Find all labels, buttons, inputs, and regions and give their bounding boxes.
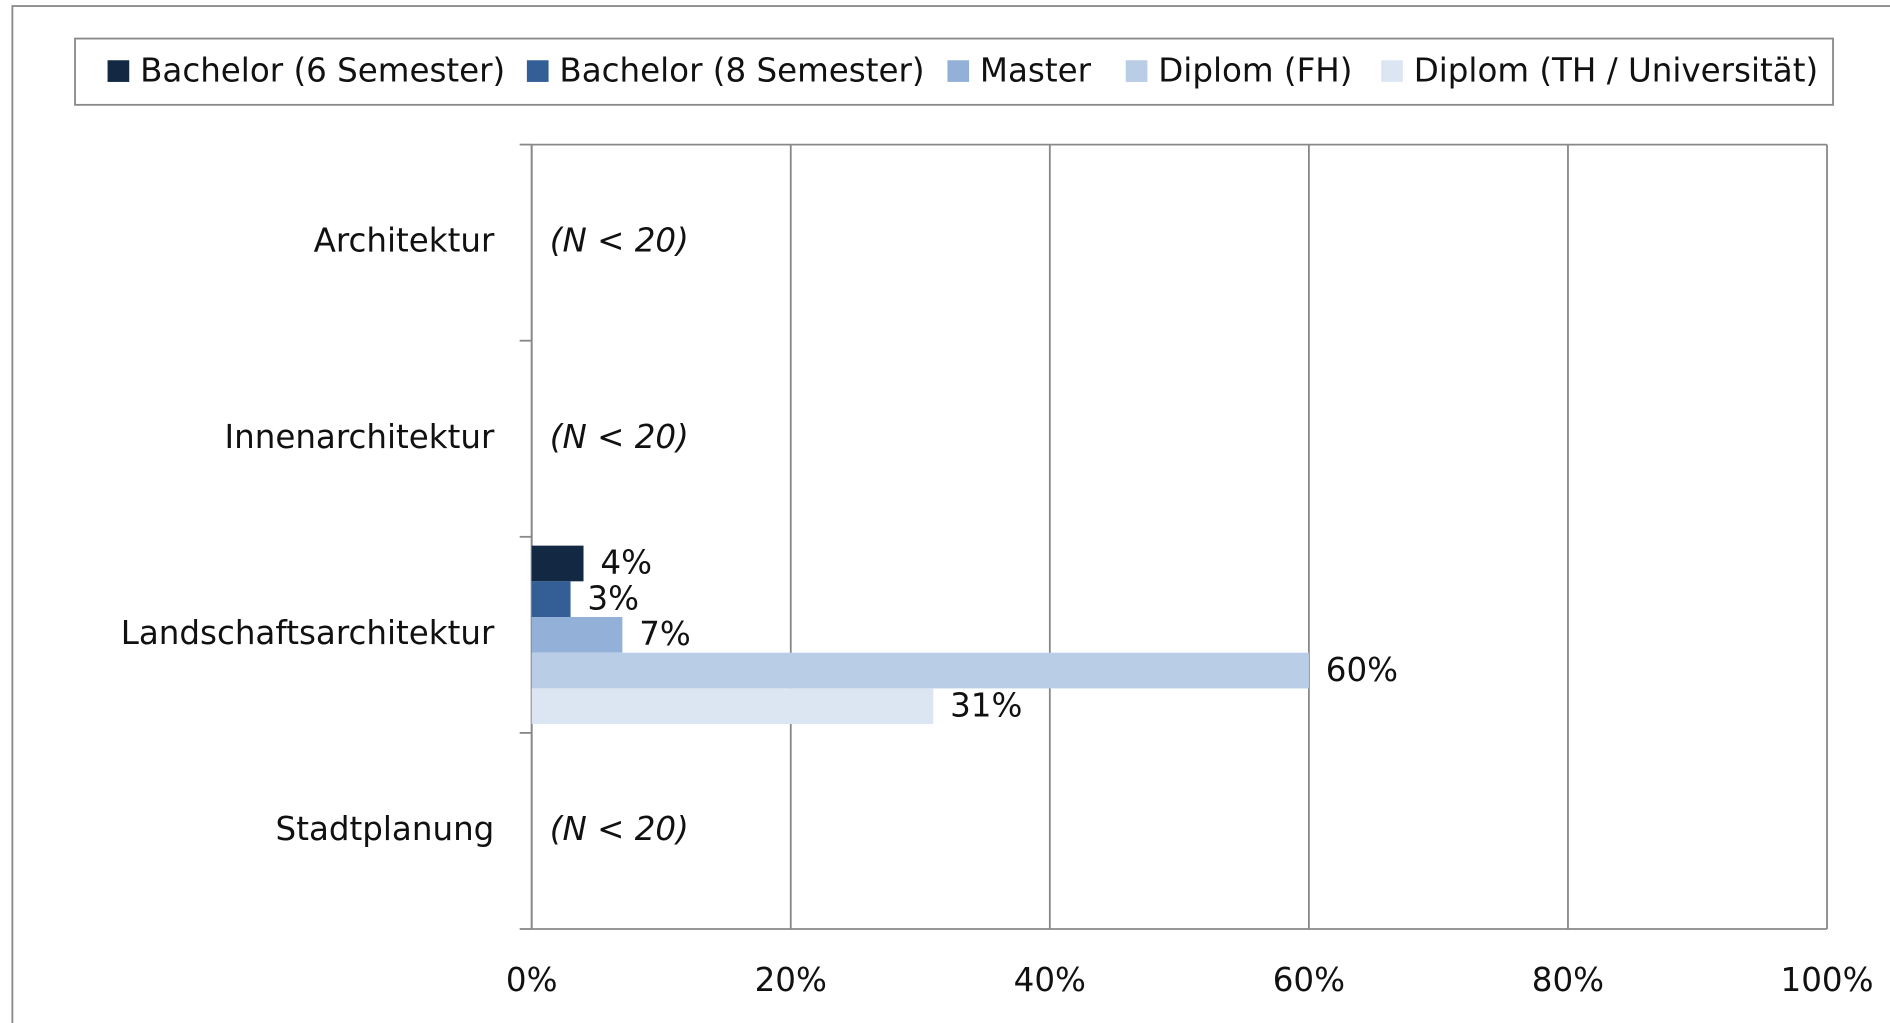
legend-swatch — [526, 60, 549, 82]
bar — [531, 581, 571, 618]
x-tick-label: 100% — [1781, 961, 1874, 999]
chart-border — [11, 5, 1890, 1023]
y-tick-label: Innenarchitektur — [225, 418, 495, 456]
data-label: 7% — [639, 615, 691, 653]
y-tick-label: Architektur — [314, 222, 495, 260]
bar — [531, 545, 584, 582]
legend-label: Bachelor (8 Semester) — [559, 51, 924, 89]
legend-swatch — [1125, 60, 1148, 82]
data-label: 4% — [600, 544, 652, 582]
x-tick-label: 40% — [1014, 961, 1086, 999]
x-tick-label: 80% — [1532, 961, 1604, 999]
legend-label: Bachelor (6 Semester) — [140, 51, 505, 89]
data-label: 31% — [950, 686, 1022, 724]
bar — [531, 688, 934, 725]
legend-label: Master — [980, 51, 1092, 89]
legend-swatch — [107, 60, 130, 82]
x-tick-label: 60% — [1273, 961, 1345, 999]
y-tick-label: Landschaftsarchitektur — [121, 614, 495, 652]
data-label: 3% — [587, 579, 639, 617]
data-label: 60% — [1326, 651, 1398, 689]
y-tick-label: Stadtplanung — [276, 810, 495, 848]
note: (N < 20) — [550, 810, 689, 848]
note: (N < 20) — [550, 418, 689, 456]
bar — [531, 652, 1309, 689]
legend-swatch — [947, 60, 970, 82]
note: (N < 20) — [550, 222, 689, 260]
legend-label: Diplom (FH) — [1158, 51, 1352, 89]
x-tick-label: 0% — [506, 961, 558, 999]
x-tick-label: 20% — [755, 961, 827, 999]
legend-label: Diplom (TH / Universität) — [1414, 51, 1818, 89]
legend-swatch — [1381, 60, 1403, 82]
bar — [531, 617, 623, 653]
